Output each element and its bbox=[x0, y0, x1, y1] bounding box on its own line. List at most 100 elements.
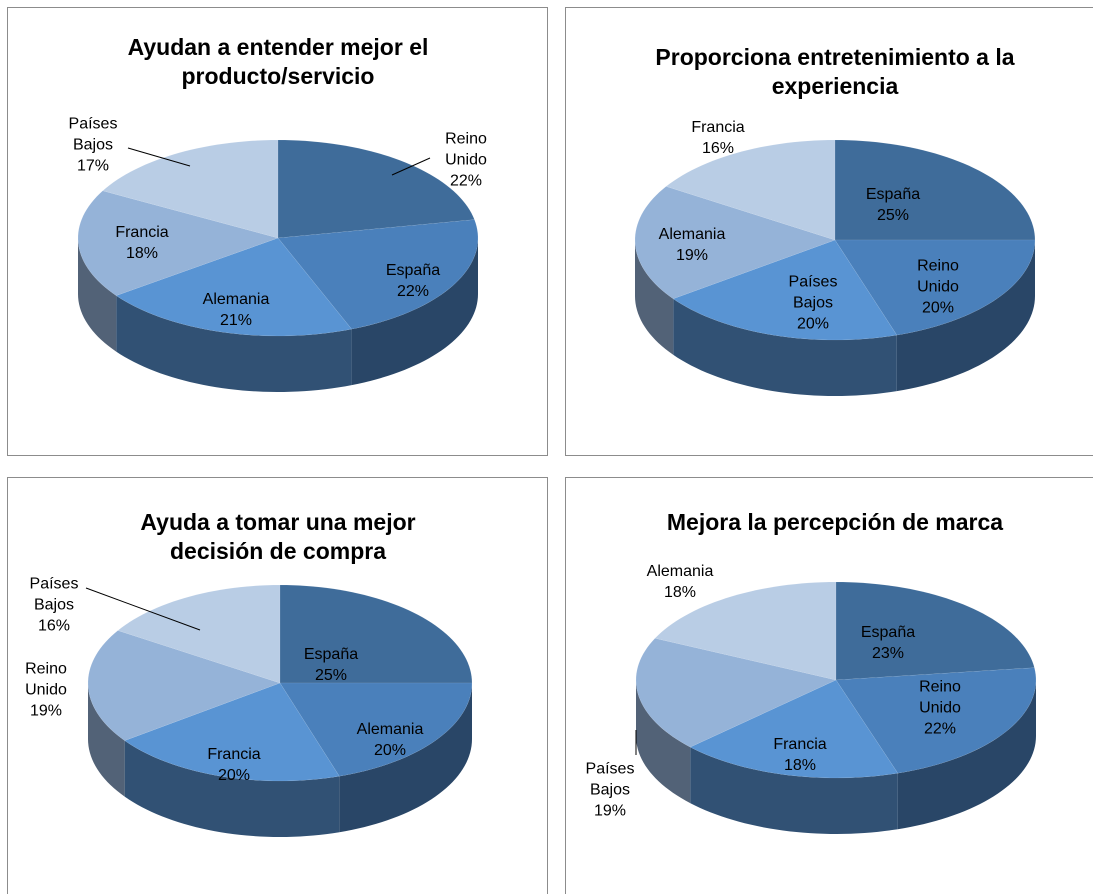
label-category: Francia bbox=[207, 746, 261, 763]
chart-title: Proporciona entretenimiento a la experie… bbox=[655, 44, 1015, 99]
leader-line bbox=[85, 587, 201, 631]
label-value: 19% bbox=[29, 702, 63, 720]
pie-slice bbox=[835, 581, 1035, 681]
data-label: España 25% bbox=[855, 184, 931, 226]
pie-slice bbox=[117, 584, 281, 684]
data-label: Alemania 18% bbox=[642, 561, 718, 603]
pie-slice bbox=[124, 682, 340, 782]
label-value: 18% bbox=[663, 584, 697, 601]
data-label: Países Bajos 16% bbox=[16, 574, 92, 637]
label-value: 23% bbox=[871, 645, 905, 662]
pie-side bbox=[88, 683, 125, 797]
data-label: Reino Unido 22% bbox=[428, 129, 504, 192]
pie-slice bbox=[665, 139, 836, 241]
label-value: 19% bbox=[593, 802, 627, 820]
pie-slice bbox=[115, 237, 353, 337]
label-value: 22% bbox=[923, 720, 957, 738]
label-category: España bbox=[385, 262, 441, 279]
chart-title: Mejora la percepción de marca bbox=[666, 509, 1004, 535]
label-category: Alemania bbox=[356, 721, 424, 738]
data-label: Alemania 21% bbox=[198, 289, 274, 331]
label-value: 20% bbox=[217, 767, 251, 784]
pie-slice bbox=[77, 190, 279, 296]
label-category: Reino Unido bbox=[919, 678, 961, 717]
data-label: Francia 16% bbox=[680, 117, 756, 159]
pie-slice bbox=[634, 186, 836, 300]
label-value: 17% bbox=[76, 157, 110, 175]
label-value: 25% bbox=[876, 207, 910, 224]
pie-slice bbox=[279, 584, 473, 684]
pie-side bbox=[124, 740, 340, 837]
pie-slice bbox=[87, 630, 281, 741]
pie-slice bbox=[279, 682, 473, 777]
label-value: 16% bbox=[37, 617, 71, 635]
label-category: Alemania bbox=[658, 226, 726, 243]
label-value: 18% bbox=[125, 245, 159, 262]
data-label: Reino Unido 19% bbox=[8, 659, 84, 722]
pie-side bbox=[673, 298, 897, 396]
pie-side bbox=[635, 240, 674, 355]
label-category: Países Bajos bbox=[788, 273, 838, 312]
data-label: Francia 18% bbox=[104, 222, 180, 264]
data-label: España 25% bbox=[293, 644, 369, 686]
label-category: Reino Unido bbox=[445, 130, 487, 169]
label-value: 22% bbox=[449, 172, 483, 190]
label-value: 16% bbox=[701, 140, 735, 157]
pie-slice bbox=[635, 637, 837, 748]
pie-side bbox=[690, 747, 898, 834]
data-label: Francia 18% bbox=[762, 734, 838, 776]
chart-title: Ayuda a tomar una mejor decisión de comp… bbox=[140, 509, 416, 564]
data-label: Reino Unido 20% bbox=[900, 256, 976, 319]
label-category: España bbox=[860, 624, 916, 641]
label-category: Francia bbox=[691, 119, 745, 136]
data-label: Reino Unido 22% bbox=[902, 677, 978, 740]
label-value: 20% bbox=[921, 299, 955, 317]
label-value: 20% bbox=[796, 315, 830, 333]
label-category: Países Bajos bbox=[68, 115, 118, 154]
data-label: Países Bajos 17% bbox=[55, 114, 131, 177]
chart-title: Ayudan a entender mejor el producto/serv… bbox=[127, 34, 429, 89]
data-label: España 22% bbox=[375, 260, 451, 302]
label-category: Reino Unido bbox=[917, 257, 959, 296]
data-label: Alemania 20% bbox=[352, 719, 428, 761]
label-category: Francia bbox=[115, 224, 169, 241]
pie-side bbox=[636, 680, 691, 804]
pie-side bbox=[351, 238, 478, 386]
label-category: Países Bajos bbox=[585, 760, 635, 799]
pie-side bbox=[339, 683, 472, 833]
label-category: Países Bajos bbox=[29, 575, 79, 614]
pie-slice bbox=[102, 139, 279, 239]
data-label: Francia 20% bbox=[196, 744, 272, 786]
pie-slice bbox=[835, 667, 1037, 774]
pie-side bbox=[78, 238, 117, 352]
pie-slice bbox=[834, 139, 1036, 241]
label-category: España bbox=[865, 186, 921, 203]
label-category: Francia bbox=[773, 736, 827, 753]
pie-side bbox=[896, 240, 1035, 392]
leader-line bbox=[391, 157, 431, 176]
leader-line bbox=[127, 147, 191, 167]
data-label: Países Bajos 20% bbox=[775, 272, 851, 335]
label-category: Alemania bbox=[202, 291, 270, 308]
label-value: 20% bbox=[373, 742, 407, 759]
pie-slice bbox=[672, 239, 898, 341]
label-category: España bbox=[303, 646, 359, 663]
pie-slice bbox=[654, 581, 837, 681]
pie-slice bbox=[834, 239, 1036, 336]
label-value: 19% bbox=[675, 247, 709, 264]
label-category: Reino Unido bbox=[25, 660, 67, 699]
label-value: 21% bbox=[219, 312, 253, 329]
label-value: 18% bbox=[783, 757, 817, 774]
data-label: Países Bajos 19% bbox=[572, 759, 648, 822]
label-category: Alemania bbox=[646, 563, 714, 580]
pie-side bbox=[897, 680, 1036, 830]
data-label: España 23% bbox=[850, 622, 926, 664]
label-value: 22% bbox=[396, 283, 430, 300]
pie-side bbox=[116, 295, 352, 392]
pie-slice bbox=[277, 139, 475, 239]
pie-slice bbox=[277, 219, 479, 330]
pie-slice bbox=[689, 679, 899, 779]
label-value: 25% bbox=[314, 667, 348, 684]
